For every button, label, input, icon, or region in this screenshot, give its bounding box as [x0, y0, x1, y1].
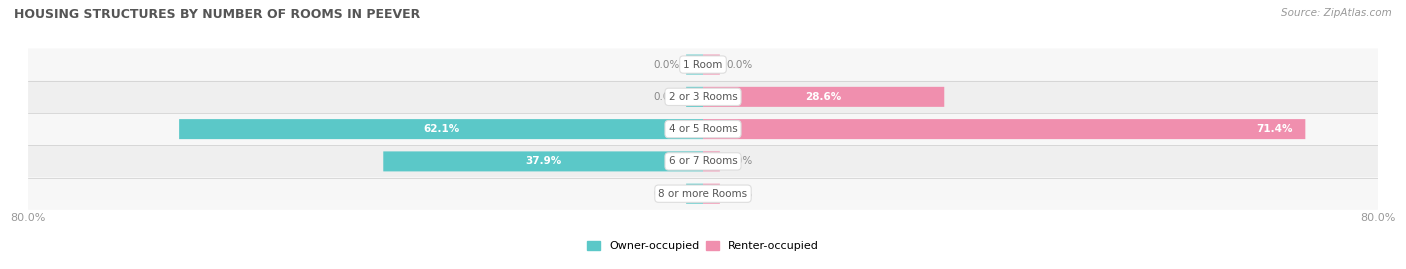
Text: 0.0%: 0.0%: [654, 59, 679, 70]
Text: 0.0%: 0.0%: [654, 189, 679, 199]
FancyBboxPatch shape: [703, 151, 720, 171]
FancyBboxPatch shape: [703, 119, 1305, 139]
FancyBboxPatch shape: [384, 151, 703, 171]
Text: 28.6%: 28.6%: [806, 92, 842, 102]
Text: 2 or 3 Rooms: 2 or 3 Rooms: [669, 92, 737, 102]
Text: 1 Room: 1 Room: [683, 59, 723, 70]
FancyBboxPatch shape: [703, 55, 720, 75]
Text: 37.9%: 37.9%: [524, 156, 561, 167]
FancyBboxPatch shape: [179, 119, 703, 139]
FancyBboxPatch shape: [28, 48, 1378, 81]
FancyBboxPatch shape: [703, 184, 720, 204]
FancyBboxPatch shape: [703, 87, 945, 107]
Legend: Owner-occupied, Renter-occupied: Owner-occupied, Renter-occupied: [582, 236, 824, 256]
Text: 71.4%: 71.4%: [1256, 124, 1292, 134]
FancyBboxPatch shape: [28, 113, 1378, 145]
Text: 0.0%: 0.0%: [727, 156, 752, 167]
Text: 8 or more Rooms: 8 or more Rooms: [658, 189, 748, 199]
Text: 0.0%: 0.0%: [727, 189, 752, 199]
FancyBboxPatch shape: [28, 81, 1378, 113]
Text: Source: ZipAtlas.com: Source: ZipAtlas.com: [1281, 8, 1392, 18]
Text: 0.0%: 0.0%: [654, 92, 679, 102]
FancyBboxPatch shape: [686, 55, 703, 75]
FancyBboxPatch shape: [686, 184, 703, 204]
FancyBboxPatch shape: [28, 145, 1378, 178]
FancyBboxPatch shape: [28, 178, 1378, 210]
Text: HOUSING STRUCTURES BY NUMBER OF ROOMS IN PEEVER: HOUSING STRUCTURES BY NUMBER OF ROOMS IN…: [14, 8, 420, 21]
FancyBboxPatch shape: [686, 87, 703, 107]
Text: 6 or 7 Rooms: 6 or 7 Rooms: [669, 156, 737, 167]
Text: 0.0%: 0.0%: [727, 59, 752, 70]
Text: 4 or 5 Rooms: 4 or 5 Rooms: [669, 124, 737, 134]
Text: 62.1%: 62.1%: [423, 124, 460, 134]
